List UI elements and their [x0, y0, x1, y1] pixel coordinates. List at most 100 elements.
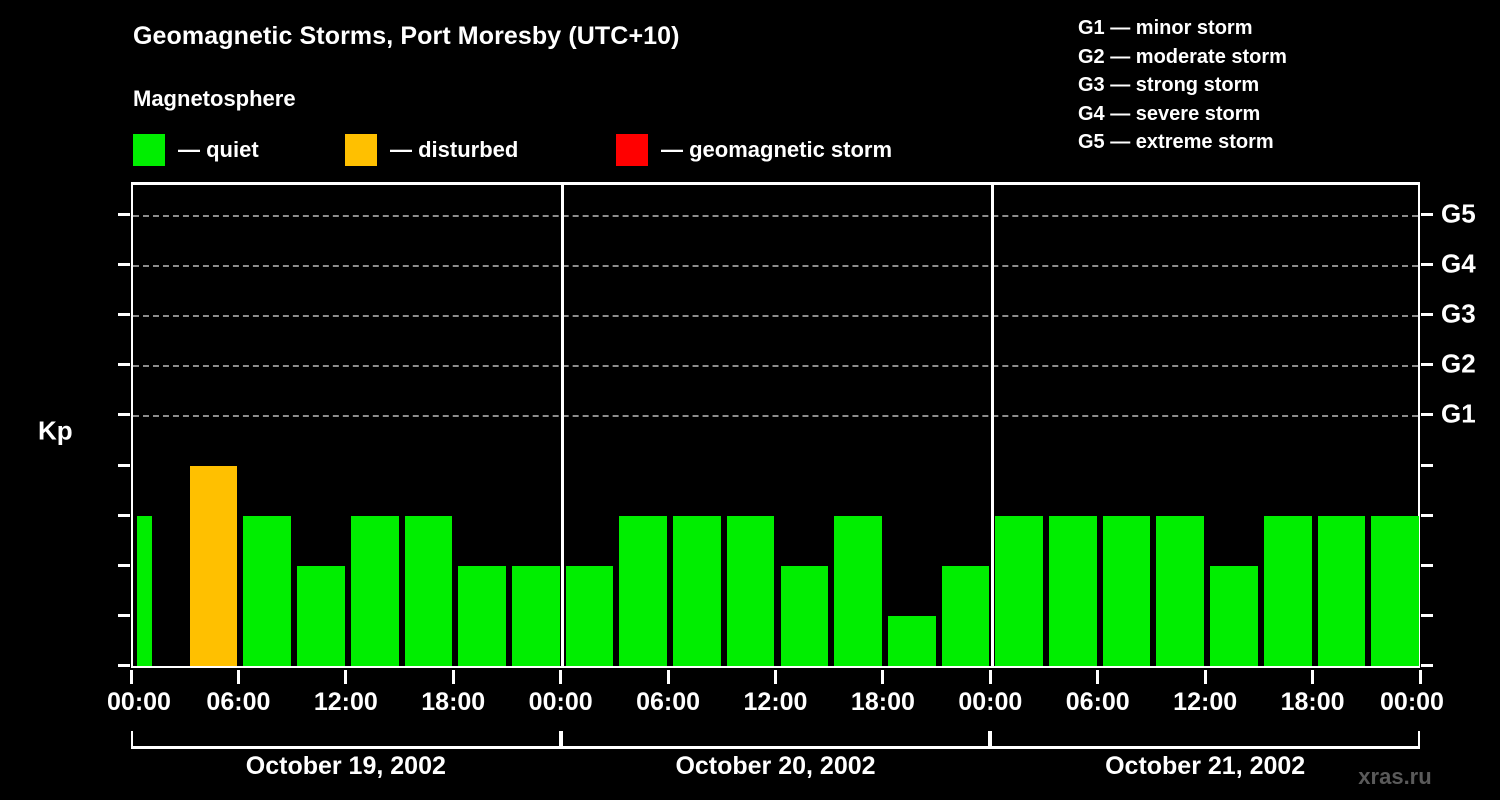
- y-tick-mark-1: [118, 613, 130, 617]
- x-tick-mark-12: [1418, 670, 1422, 684]
- date-label-3: October 21, 2002: [1105, 752, 1306, 780]
- bar: [887, 615, 936, 666]
- x-tick-mark-2: [344, 670, 348, 684]
- gridline-kp-6: [133, 365, 1418, 368]
- date-bracket-2: [560, 731, 991, 749]
- bar: [619, 515, 668, 666]
- x-tick-mark-9: [1096, 670, 1100, 684]
- legend-entry-2: — geomagnetic storm: [616, 133, 892, 167]
- x-tick-mark-0: [129, 670, 133, 684]
- y-tick-mark-2: [118, 563, 130, 567]
- bar: [780, 565, 829, 666]
- y-tick-mark-4: [118, 463, 130, 467]
- bar: [834, 515, 882, 666]
- g-tick-mark-kp-6: [1421, 363, 1433, 367]
- bar: [941, 565, 990, 666]
- x-tick-label-4: 00:00: [528, 688, 593, 716]
- date-label-1: October 19, 2002: [245, 752, 446, 780]
- bar: [404, 515, 453, 666]
- g-tick-mark-kp-4: [1421, 463, 1433, 467]
- plot-inner: [133, 182, 1419, 668]
- g-tick-mark-kp-9: [1421, 213, 1433, 217]
- g-tick-mark-kp-7: [1421, 313, 1433, 317]
- y-axis-label: Kp: [38, 415, 73, 446]
- bar: [511, 565, 560, 666]
- x-tick-mark-5: [666, 670, 670, 684]
- y-tick-mark-5: [118, 413, 130, 417]
- x-tick-label-2: 12:00: [313, 688, 378, 716]
- x-tick-label-12: 00:00: [1380, 688, 1444, 716]
- x-tick-mark-8: [988, 670, 992, 684]
- quiet-swatch: [133, 134, 165, 166]
- g-tick-mark-kp-3: [1421, 513, 1433, 517]
- bar: [1263, 515, 1312, 666]
- g-legend-line-5: G5 — extreme storm: [1078, 131, 1274, 153]
- bar: [1102, 515, 1151, 666]
- chart-subtitle: Magnetosphere: [133, 86, 296, 111]
- g-tick-mark-kp-2: [1421, 563, 1433, 567]
- day-divider-1: [561, 182, 565, 668]
- y-tick-mark-9: [118, 213, 130, 217]
- gridline-kp-9: [133, 215, 1418, 218]
- x-tick-label-10: 12:00: [1173, 688, 1238, 716]
- x-tick-label-6: 12:00: [743, 688, 808, 716]
- bar: [1156, 515, 1205, 666]
- g-tick-label-G3: G3: [1441, 298, 1476, 329]
- g-tick-mark-kp-1: [1421, 613, 1433, 617]
- date-bracket-3: [990, 731, 1420, 749]
- g-tick-label-G2: G2: [1441, 348, 1476, 379]
- x-tick-mark-1: [236, 670, 240, 684]
- x-tick-label-1: 06:00: [206, 688, 271, 716]
- legend-label-2: — geomagnetic storm: [661, 137, 893, 162]
- g-legend-line-2: G2 — moderate storm: [1078, 45, 1287, 68]
- g-legend-line-3: G3 — strong storm: [1078, 74, 1260, 96]
- g-legend-line-1: G1 — minor storm: [1078, 17, 1253, 39]
- bar: [189, 465, 238, 666]
- g-scale-legend: G1 — minor storm G2 — moderate storm G3 — …: [1078, 14, 1287, 157]
- x-tick-label-3: 18:00: [421, 688, 486, 716]
- x-tick-mark-6: [774, 670, 777, 684]
- gridline-kp-7: [133, 315, 1418, 318]
- bar: [243, 515, 292, 666]
- legend-label-0: — quiet: [178, 137, 259, 162]
- x-tick-label-11: 18:00: [1280, 688, 1345, 716]
- x-tick-mark-11: [1311, 670, 1315, 684]
- x-tick-label-0: 00:00: [107, 688, 171, 716]
- bar: [565, 565, 614, 666]
- y-tick-mark-7: [118, 313, 130, 317]
- bar: [137, 515, 152, 666]
- g-tick-mark-kp-8: [1421, 263, 1433, 267]
- bar: [1371, 515, 1419, 666]
- g-tick-label-G1: G1: [1441, 398, 1476, 429]
- x-tick-label-9: 06:00: [1065, 688, 1130, 716]
- legend-label-1: — disturbed: [390, 137, 519, 162]
- gridline-kp-5: [133, 415, 1418, 418]
- day-divider-2: [990, 182, 994, 668]
- y-tick-mark-0: [118, 664, 130, 667]
- x-tick-label-7: 18:00: [850, 688, 915, 716]
- x-tick-mark-7: [881, 670, 885, 684]
- date-label-2: October 20, 2002: [675, 752, 876, 780]
- x-tick-mark-10: [1203, 670, 1207, 684]
- disturbed-swatch: [345, 134, 377, 166]
- y-tick-mark-8: [118, 263, 130, 267]
- y-tick-mark-6: [118, 363, 130, 367]
- plot-area: [131, 182, 1420, 668]
- x-tick-label-5: 06:00: [636, 688, 701, 716]
- bar: [726, 515, 775, 666]
- g-tick-label-G5: G5: [1441, 198, 1476, 229]
- bar: [673, 515, 721, 666]
- bar: [995, 515, 1044, 666]
- y-tick-mark-3: [118, 513, 130, 517]
- g-tick-mark-kp-0: [1421, 664, 1433, 667]
- g-tick-label-G4: G4: [1441, 248, 1476, 279]
- bar: [458, 565, 506, 666]
- legend-entry-0: — quiet: [133, 133, 259, 167]
- g-legend-line-4: G4 — severe storm: [1078, 102, 1261, 125]
- x-tick-label-8: 00:00: [958, 688, 1023, 716]
- g-tick-mark-kp-5: [1421, 413, 1433, 417]
- x-tick-mark-3: [451, 670, 455, 684]
- legend-entry-1: — disturbed: [345, 133, 518, 167]
- date-bracket-1: [131, 731, 561, 749]
- watermark: xras.ru: [1358, 764, 1432, 789]
